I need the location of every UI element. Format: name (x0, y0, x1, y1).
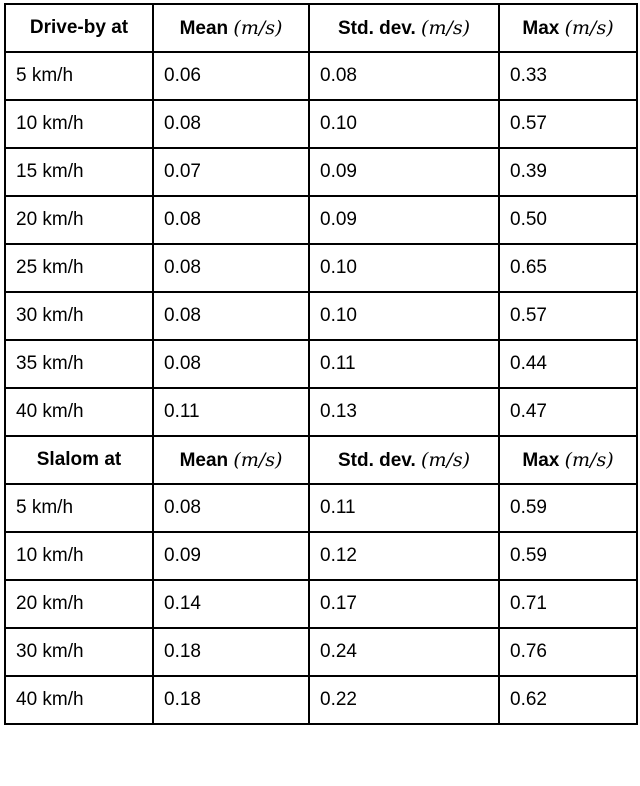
value-cell: 0.14 (152, 579, 310, 629)
value-cell: 0.11 (152, 387, 310, 437)
value-cell: 0.08 (152, 291, 310, 341)
data-row: 30 km/h 0.18 0.24 0.76 (4, 627, 638, 677)
header-unit: (m/s) (233, 16, 283, 39)
speed-cell: 30 km/h (4, 291, 154, 341)
results-table: Drive-by at Mean (m/s) Std. dev. (m/s) Max … (4, 3, 638, 725)
data-row: 10 km/h 0.08 0.10 0.57 (4, 99, 638, 149)
header-label: Drive-by at (29, 17, 129, 38)
value-cell: 0.50 (498, 195, 638, 245)
value-cell: 0.08 (152, 243, 310, 293)
value-cell: 0.08 (152, 195, 310, 245)
data-row: 5 km/h 0.06 0.08 0.33 (4, 51, 638, 101)
value-cell: 0.08 (308, 51, 500, 101)
table-container: Drive-by at Mean (m/s) Std. dev. (m/s) Max … (4, 3, 638, 725)
speed-cell: 35 km/h (4, 339, 154, 389)
data-row: 40 km/h 0.18 0.22 0.62 (4, 675, 638, 725)
value-cell: 0.59 (498, 483, 638, 533)
speed-cell: 25 km/h (4, 243, 154, 293)
speed-cell: 5 km/h (4, 51, 154, 101)
header-cell: Max (m/s) (498, 3, 638, 53)
header-cell: Mean (m/s) (152, 435, 310, 485)
value-cell: 0.65 (498, 243, 638, 293)
value-cell: 0.08 (152, 483, 310, 533)
header-label: Slalom at (36, 449, 122, 470)
header-unit: (m/s) (421, 448, 471, 471)
header-cell: Std. dev. (m/s) (308, 3, 500, 53)
data-row: 30 km/h 0.08 0.10 0.57 (4, 291, 638, 341)
data-row: 40 km/h 0.11 0.13 0.47 (4, 387, 638, 437)
header-cell: Mean (m/s) (152, 3, 310, 53)
data-row: 15 km/h 0.07 0.09 0.39 (4, 147, 638, 197)
value-cell: 0.59 (498, 531, 638, 581)
header-row: Drive-by at Mean (m/s) Std. dev. (m/s) Max … (4, 3, 638, 53)
value-cell: 0.47 (498, 387, 638, 437)
speed-cell: 40 km/h (4, 387, 154, 437)
value-cell: 0.06 (152, 51, 310, 101)
header-cell: Max (m/s) (498, 435, 638, 485)
header-cell: Slalom at (4, 435, 154, 485)
value-cell: 0.24 (308, 627, 500, 677)
value-cell: 0.22 (308, 675, 500, 725)
header-unit: (m/s) (421, 16, 471, 39)
data-row: 35 km/h 0.08 0.11 0.44 (4, 339, 638, 389)
value-cell: 0.57 (498, 99, 638, 149)
value-cell: 0.08 (152, 339, 310, 389)
value-cell: 0.10 (308, 291, 500, 341)
header-label: Mean (179, 17, 229, 39)
speed-cell: 10 km/h (4, 531, 154, 581)
data-row: 10 km/h 0.09 0.12 0.59 (4, 531, 638, 581)
value-cell: 0.09 (152, 531, 310, 581)
data-row: 5 km/h 0.08 0.11 0.59 (4, 483, 638, 533)
speed-cell: 30 km/h (4, 627, 154, 677)
value-cell: 0.11 (308, 483, 500, 533)
speed-cell: 5 km/h (4, 483, 154, 533)
header-label: Std. dev. (337, 17, 416, 39)
value-cell: 0.18 (152, 627, 310, 677)
value-cell: 0.09 (308, 147, 500, 197)
speed-cell: 20 km/h (4, 195, 154, 245)
value-cell: 0.12 (308, 531, 500, 581)
header-label: Max (522, 449, 560, 471)
value-cell: 0.33 (498, 51, 638, 101)
header-row: Slalom at Mean (m/s) Std. dev. (m/s) Max (m… (4, 435, 638, 485)
value-cell: 0.62 (498, 675, 638, 725)
header-cell: Drive-by at (4, 3, 154, 53)
header-cell: Std. dev. (m/s) (308, 435, 500, 485)
header-label: Max (522, 17, 560, 39)
value-cell: 0.57 (498, 291, 638, 341)
value-cell: 0.13 (308, 387, 500, 437)
header-label: Mean (179, 449, 229, 471)
speed-cell: 20 km/h (4, 579, 154, 629)
value-cell: 0.09 (308, 195, 500, 245)
header-label: Std. dev. (337, 449, 416, 471)
value-cell: 0.07 (152, 147, 310, 197)
value-cell: 0.11 (308, 339, 500, 389)
value-cell: 0.10 (308, 99, 500, 149)
speed-cell: 15 km/h (4, 147, 154, 197)
value-cell: 0.18 (152, 675, 310, 725)
header-unit: (m/s) (564, 16, 614, 39)
value-cell: 0.71 (498, 579, 638, 629)
value-cell: 0.10 (308, 243, 500, 293)
value-cell: 0.44 (498, 339, 638, 389)
speed-cell: 40 km/h (4, 675, 154, 725)
header-unit: (m/s) (233, 448, 283, 471)
value-cell: 0.08 (152, 99, 310, 149)
data-row: 25 km/h 0.08 0.10 0.65 (4, 243, 638, 293)
value-cell: 0.39 (498, 147, 638, 197)
data-row: 20 km/h 0.08 0.09 0.50 (4, 195, 638, 245)
header-unit: (m/s) (564, 448, 614, 471)
value-cell: 0.76 (498, 627, 638, 677)
speed-cell: 10 km/h (4, 99, 154, 149)
data-row: 20 km/h 0.14 0.17 0.71 (4, 579, 638, 629)
value-cell: 0.17 (308, 579, 500, 629)
